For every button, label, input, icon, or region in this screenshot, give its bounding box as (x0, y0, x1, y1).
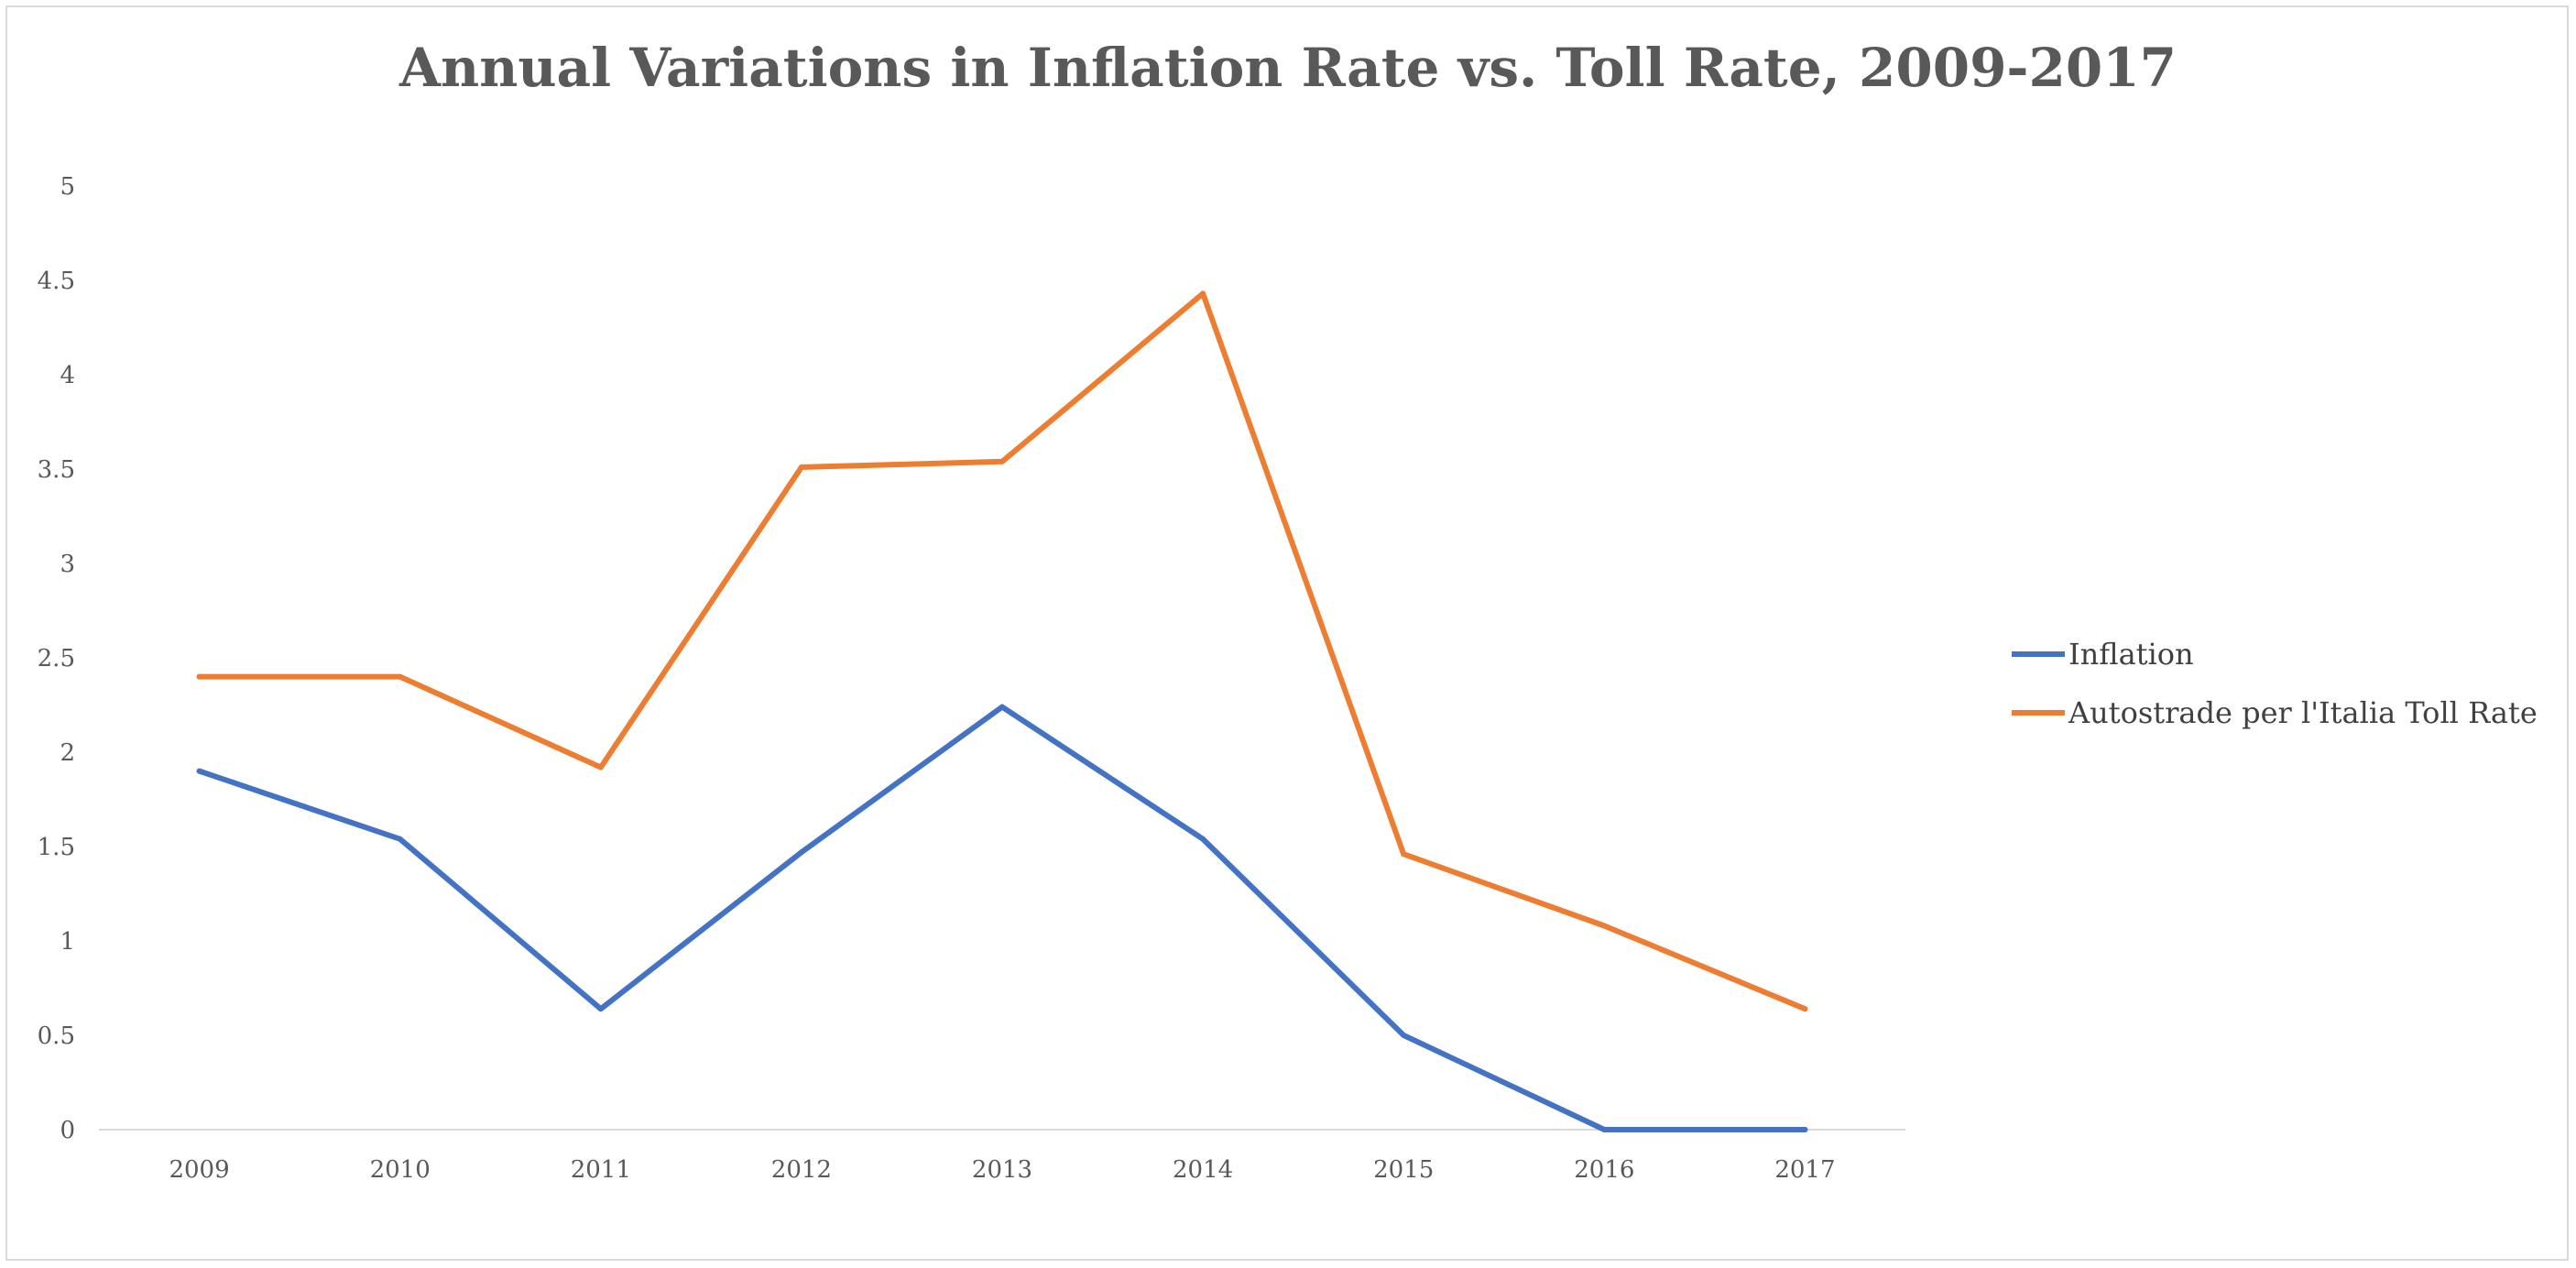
x-tick-label: 2016 (1574, 1156, 1634, 1184)
legend-entry-toll-rate: Autostrade per l'Italia Toll Rate (2012, 695, 2538, 730)
y-axis-ticks: 0 0.5 1 1.5 2 2.5 3 3.5 4 4.5 5 (38, 173, 75, 1144)
y-tick-label: 0.5 (38, 1022, 75, 1050)
y-tick-label: 1 (60, 928, 75, 956)
series-line-toll-rate (196, 290, 1808, 1012)
legend-label-inflation: Inflation (2068, 637, 2194, 672)
x-tick-label: 2014 (1173, 1156, 1233, 1184)
toll-rate-point (397, 673, 403, 680)
legend: Inflation Autostrade per l'Italia Toll R… (2012, 637, 2538, 730)
y-tick-label: 3 (60, 551, 75, 578)
toll-rate-point (1200, 290, 1206, 297)
toll-rate-point (1601, 923, 1608, 929)
x-tick-label: 2015 (1373, 1156, 1434, 1184)
inflation-point (397, 836, 403, 842)
inflation-point (1401, 1033, 1407, 1038)
legend-entry-inflation: Inflation (2012, 637, 2194, 672)
y-tick-label: 5 (60, 173, 75, 201)
x-tick-label: 2009 (169, 1156, 229, 1184)
toll-rate-point (597, 764, 604, 771)
inflation-point (597, 1006, 604, 1012)
y-tick-label: 4 (60, 362, 75, 389)
y-tick-label: 0 (60, 1117, 75, 1144)
x-tick-label: 2013 (972, 1156, 1032, 1184)
x-tick-label: 2011 (571, 1156, 631, 1184)
y-tick-label: 3.5 (38, 456, 75, 484)
legend-label-toll-rate: Autostrade per l'Italia Toll Rate (2068, 695, 2538, 730)
x-axis-ticks: 2009 2010 2011 2012 2013 2014 2015 2016 2017 (169, 1156, 1835, 1184)
inflation-point (999, 704, 1005, 710)
y-tick-label: 2.5 (38, 645, 75, 672)
inflation-point (1200, 836, 1206, 842)
toll-rate-point (1401, 851, 1407, 858)
series-line-inflation (196, 704, 1808, 1132)
toll-rate-point (798, 464, 804, 470)
series-lines (196, 290, 1808, 1132)
x-tick-label: 2012 (771, 1156, 832, 1184)
toll-rate-point (196, 673, 202, 680)
inflation-point (1802, 1127, 1808, 1132)
x-tick-label: 2010 (370, 1156, 431, 1184)
chart-title: Annual Variations in Inflation Rate vs. … (398, 37, 2177, 99)
y-tick-label: 4.5 (38, 268, 75, 295)
x-tick-label: 2017 (1774, 1156, 1835, 1184)
chart-frame (5, 5, 2569, 1261)
y-tick-label: 2 (60, 739, 75, 767)
toll-rate-point (999, 458, 1005, 465)
inflation-point (1601, 1127, 1608, 1132)
y-tick-label: 1.5 (38, 834, 75, 861)
inflation-point (196, 768, 202, 774)
inflation-point (798, 849, 804, 856)
toll-rate-point (1802, 1006, 1808, 1012)
